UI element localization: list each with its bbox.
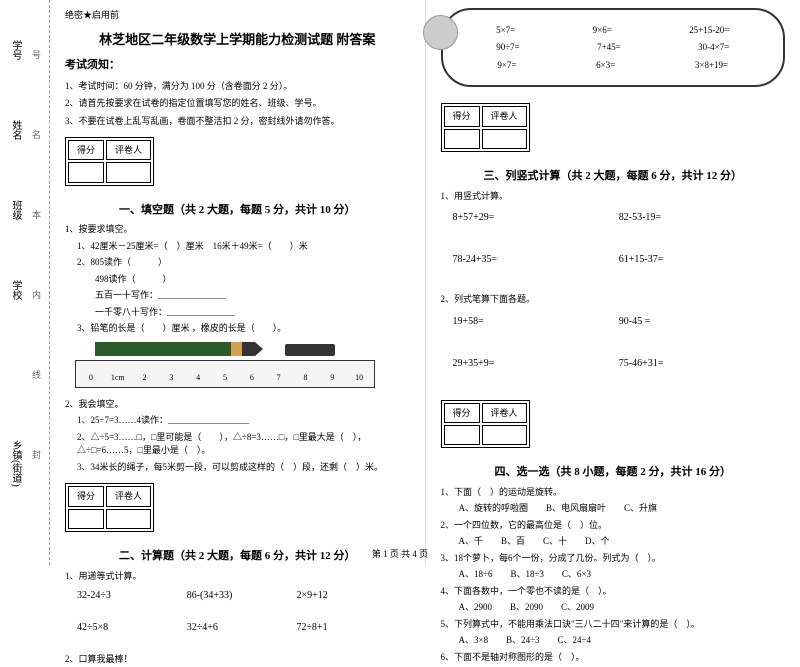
- reviewer-label: 评卷人: [106, 140, 151, 160]
- ruler-mark-7: 7: [277, 372, 281, 385]
- s3-calc-2: 82-53-19=: [619, 206, 785, 230]
- sidebar-hint-1: 号: [30, 50, 43, 59]
- score-box-3: 得分评卷人: [441, 103, 530, 152]
- s3-p1: 1、用竖式计算。: [441, 190, 786, 204]
- s1-p1-6: 3、铅笔的长是（ ）厘米 ，橡皮的长是（ ）。: [65, 322, 410, 336]
- ruler-mark-0: 0: [89, 372, 93, 385]
- s4-q4: 4、下面各数中，一个零也不读的是（ ）。: [441, 585, 786, 599]
- score-box-2: 得分评卷人: [65, 483, 154, 532]
- sidebar-label-school: 学校: [8, 280, 23, 300]
- s4-q5-opts: A、3×8 B、24÷3 C、24÷4: [441, 634, 786, 648]
- notice-3: 3、不要在试卷上乱写乱画，卷面不整洁扣 2 分，密封线外请勿作答。: [65, 114, 410, 128]
- ruler-mark-6: 6: [250, 372, 254, 385]
- eraser-icon: [285, 344, 335, 356]
- ruler-mark-3: 3: [169, 372, 173, 385]
- page-footer: 第 1 页 共 4 页: [372, 547, 428, 560]
- notice-2: 2、请首先按要求在试卷的指定位置填写您的姓名、班级、学号。: [65, 96, 410, 110]
- s1-p2-3: 3、34米长的绳子，每5米剪一段，可以剪成这样的（ ）段，还剩（ ）米。: [65, 461, 410, 475]
- ruler-icon: 0 1cm 2 3 4 5 6 7 8 9 10: [75, 360, 375, 388]
- sidebar-label-class: 班级: [8, 200, 23, 220]
- sidebar-hint-6: 封: [30, 450, 43, 459]
- notice-1: 1、考试时间：60 分钟，满分为 100 分（含卷面分 2 分）。: [65, 79, 410, 93]
- score-label: 得分: [68, 140, 104, 160]
- sidebar-label-name: 姓名: [8, 120, 23, 140]
- s1-p2-1: 1、25÷7=3……4读作：__________________: [65, 414, 410, 428]
- s3-p2: 2、列式笔算下面各题。: [441, 293, 786, 307]
- cloud-3-3: 3×8+19=: [695, 58, 728, 72]
- s1-p1-5: 一千零八十写作：_______________: [65, 306, 410, 320]
- s1-p1-2: 2、805读作（ ）: [65, 256, 410, 270]
- ruler-mark-9: 9: [330, 372, 334, 385]
- ruler-illustration: 0 1cm 2 3 4 5 6 7 8 9 10: [65, 342, 410, 392]
- ruler-mark-8: 8: [303, 372, 307, 385]
- sidebar-hint-2: 名: [30, 130, 43, 139]
- cloud-1-1: 5×7=: [496, 23, 515, 37]
- cloud-2-3: 30-4×7=: [698, 40, 729, 54]
- s1-p2: 2、我会填空。: [65, 398, 410, 412]
- sidebar-hint-3: 本: [30, 210, 43, 219]
- section2-title: 二、计算题（共 2 大题，每题 6 分，共计 12 分）: [65, 548, 410, 566]
- s2-calc-4: 42÷5×8: [77, 618, 187, 638]
- s2-calc-1: 32-24÷3: [77, 586, 187, 606]
- astronaut-icon: [423, 15, 458, 50]
- s4-q2-opts: A、千 B、百 C、十 D、个: [441, 535, 786, 549]
- sidebar-hint-4: 内: [30, 290, 43, 299]
- ruler-mark-2: 2: [143, 372, 147, 385]
- s1-p1-4: 五百一十写作：_______________: [65, 289, 410, 303]
- sidebar-label-id: 学号: [8, 40, 23, 60]
- ruler-mark-4: 4: [196, 372, 200, 385]
- section3-title: 三、列竖式计算（共 2 大题，每题 6 分，共计 12 分）: [441, 168, 786, 186]
- s2-calc-2: 86-(34+33): [187, 586, 297, 606]
- cloud-2-2: 7+45=: [597, 40, 621, 54]
- s3-calc-4: 61+15-37=: [619, 248, 785, 272]
- s4-q1: 1、下面（ ）的运动是旋转。: [441, 486, 786, 500]
- s2-calc-5: 32÷4+6: [187, 618, 297, 638]
- ruler-mark-5: 5: [223, 372, 227, 385]
- s1-p1: 1、按要求填空。: [65, 223, 410, 237]
- cloud-box: 5×7= 9×6= 25+15-20= 90÷7= 7+45= 30-4×7= …: [441, 8, 786, 87]
- section1-title: 一、填空题（共 2 大题，每题 5 分，共计 10 分）: [65, 202, 410, 220]
- s3-calc-3: 78-24+35=: [453, 248, 619, 272]
- s4-q3: 3、18个萝卜，每6个一份，分成了几份。列式为（ ）。: [441, 552, 786, 566]
- sidebar-label-town: 乡镇(街道): [8, 440, 23, 487]
- s3-calc-6: 90-45 =: [619, 310, 785, 334]
- cloud-1-3: 25+15-20=: [689, 23, 729, 37]
- score-box-4: 得分评卷人: [441, 400, 530, 449]
- s3-calc-1: 8+57+29=: [453, 206, 619, 230]
- exam-title: 林芝地区二年级数学上学期能力检测试题 附答案: [65, 30, 410, 51]
- notice-title: 考试须知：: [65, 57, 410, 75]
- s3-calc-7: 29+35+9=: [453, 352, 619, 376]
- section4-title: 四、选一选（共 8 小题，每题 2 分，共计 16 分）: [441, 464, 786, 482]
- s4-q3-opts: A、18÷6 B、18÷3 C、6×3: [441, 568, 786, 582]
- s2-p1: 1、用递等式计算。: [65, 570, 410, 584]
- s3-calc-8: 75-46+31=: [619, 352, 785, 376]
- s4-q4-opts: A、2900 B、2090 C、2009: [441, 601, 786, 615]
- cloud-3-1: 9×7=: [497, 58, 516, 72]
- s4-q2: 2、一个四位数，它的最高位是（ ）位。: [441, 519, 786, 533]
- s4-q1-opts: A、旋转的呼啦圈 B、电风扇扇叶 C、升旗: [441, 502, 786, 516]
- score-box-1: 得分评卷人: [65, 137, 154, 186]
- cloud-1-2: 9×6=: [593, 23, 612, 37]
- secret-label: 绝密★启用前: [65, 8, 410, 22]
- right-column: 5×7= 9×6= 25+15-20= 90÷7= 7+45= 30-4×7= …: [426, 0, 800, 565]
- s4-q6: 6、下面不是轴对称图形的是（ ）。: [441, 651, 786, 665]
- ruler-mark-1: 1cm: [111, 372, 125, 385]
- left-column: 绝密★启用前 林芝地区二年级数学上学期能力检测试题 附答案 考试须知： 1、考试…: [50, 0, 426, 565]
- cloud-2-1: 90÷7=: [496, 40, 520, 54]
- s2-p2: 2、口算我最棒！: [65, 653, 410, 667]
- s1-p1-1: 1、42厘米－25厘米=（ ）厘米 16米＋49米=（ ）米: [65, 240, 410, 254]
- ruler-mark-10: 10: [355, 372, 363, 385]
- binding-sidebar: 学号 姓名 班级 学校 乡镇(街道) 号 名 本 内 线 封: [0, 0, 50, 565]
- s1-p2-2: 2、△÷5=3……□，□里可能是（ ），△÷8=3……□，□里最大是（ ），△÷…: [65, 431, 410, 458]
- s2-calc-3: 2×9+12: [296, 586, 406, 606]
- cloud-3-2: 6×3=: [596, 58, 615, 72]
- s1-p1-3: 498读作（ ）: [65, 273, 410, 287]
- s3-calc-5: 19+58=: [453, 310, 619, 334]
- s2-calc-6: 72÷8+1: [296, 618, 406, 638]
- pencil-icon: [95, 342, 255, 356]
- s4-q5: 5、下列算式中，不能用乘法口诀"三八二十四"来计算的是（ ）。: [441, 618, 786, 632]
- sidebar-hint-5: 线: [30, 370, 43, 379]
